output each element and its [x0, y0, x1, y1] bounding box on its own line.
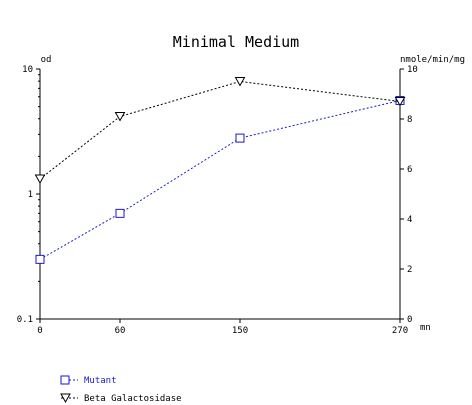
x-tick-label-3: 270 [392, 326, 408, 336]
right-tick-label-1: 2 [407, 265, 412, 275]
left-tick-label-2: 10 [22, 65, 33, 75]
y-right-axis-label: nmole/min/mg [400, 55, 465, 65]
series-layer [34, 77, 406, 264]
legend-label-mutant: Mutant [84, 376, 117, 386]
legend-marker-beta [60, 393, 71, 404]
y-left-axis-label: od [41, 55, 52, 65]
point-1-0 [34, 174, 46, 185]
right-tick-label-2: 4 [407, 215, 412, 225]
point-0-1 [115, 208, 125, 218]
left-tick-label-0: 0.1 [17, 315, 33, 325]
right-tick-label-4: 8 [407, 115, 412, 125]
point-1-2 [234, 77, 246, 87]
legend-label-beta: Beta Galactosidase [84, 394, 182, 404]
right-axis-ticks: 0 2 4 6 8 10 [400, 65, 418, 325]
x-axis-unit: mn [420, 323, 431, 333]
series-line-1 [39, 80, 401, 180]
legend-marker-mutant [60, 375, 70, 385]
point-1-3 [394, 97, 406, 107]
point-0-0 [35, 254, 45, 264]
x-tick-label-1: 60 [115, 326, 126, 336]
right-tick-label-3: 6 [407, 165, 412, 175]
legend: Mutant Beta Galactosidase [60, 375, 182, 404]
x-axis-ticks: 0 60 150 270 [37, 319, 408, 336]
x-tick-label-0: 0 [37, 326, 42, 336]
series-line-0 [39, 99, 401, 260]
left-tick-label-1: 1 [28, 190, 33, 200]
x-tick-label-2: 150 [232, 326, 248, 336]
point-1-1 [114, 112, 126, 122]
left-axis-ticks: 0.1 1 10 [17, 65, 40, 325]
chart-title: Minimal Medium [173, 33, 299, 51]
point-0-2 [235, 133, 245, 143]
right-tick-label-5: 10 [407, 65, 418, 75]
right-tick-label-0: 0 [407, 315, 412, 325]
